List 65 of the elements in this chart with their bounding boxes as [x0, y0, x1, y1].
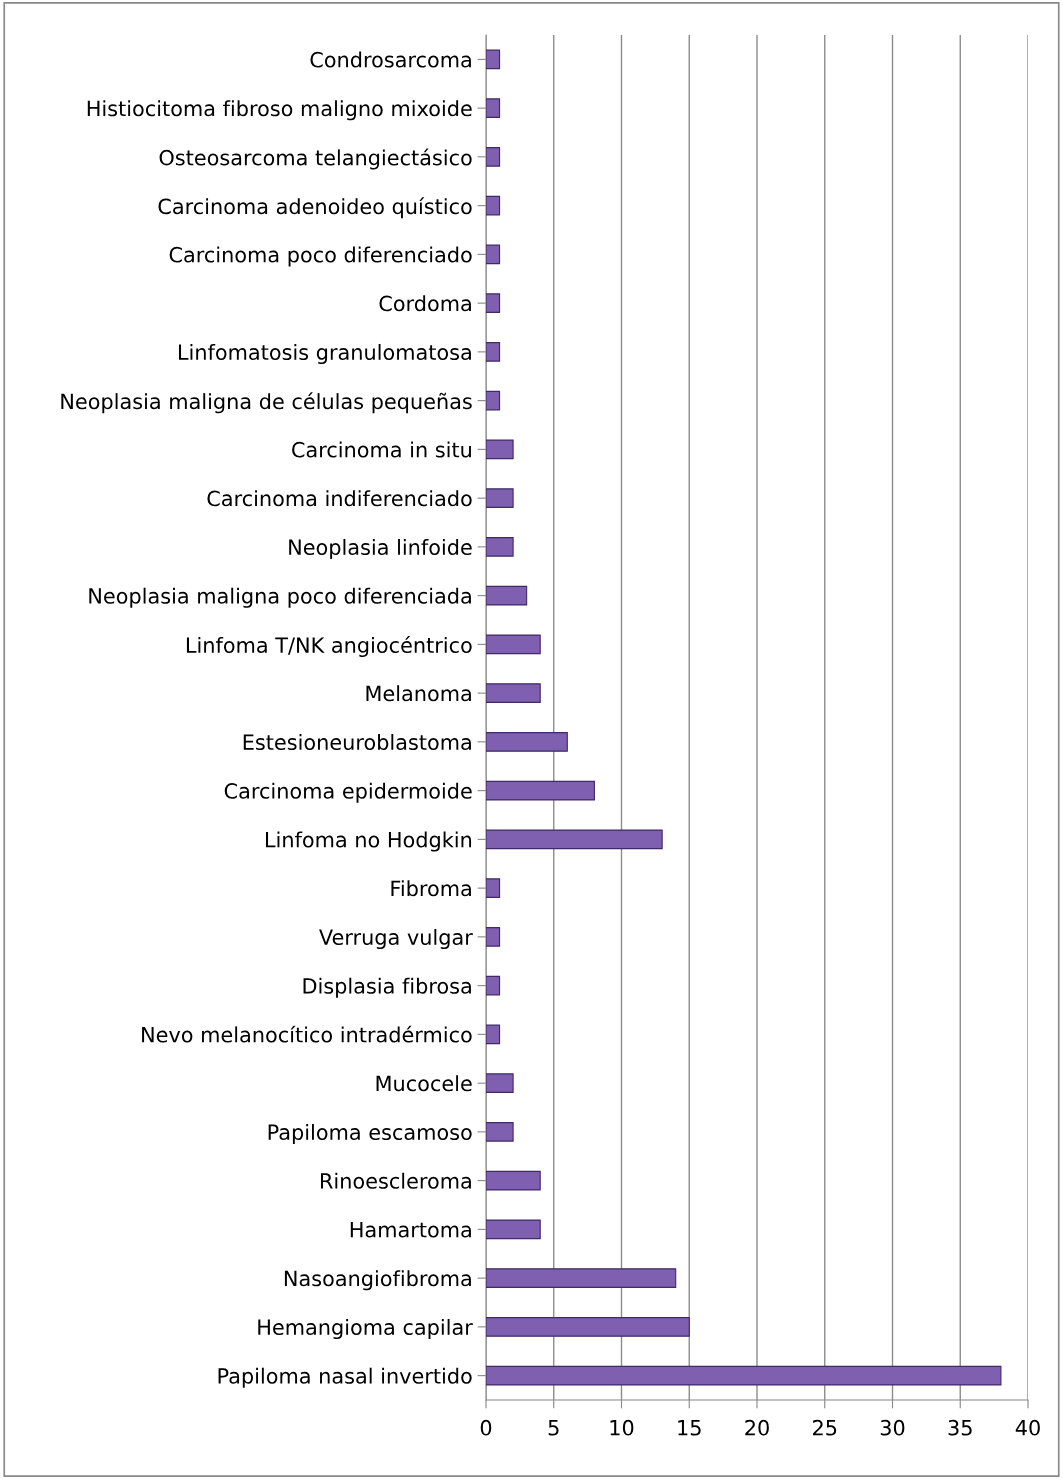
bar [486, 1268, 677, 1288]
y-tick-label: Nevo melanocítico intradérmico [142, 1025, 472, 1043]
y-tick-label: Osteosarcoma telangiectásico [159, 148, 472, 170]
y-tick-label: Papiloma escamoso [268, 1123, 472, 1145]
x-tick-label: 5 [548, 1420, 559, 1436]
bar [486, 342, 501, 362]
y-tick-label: Fibroma [391, 880, 471, 897]
x-tick-label: 20 [745, 1419, 769, 1436]
y-tick-label: Nasoangiofibroma [284, 1270, 471, 1291]
bar [486, 244, 501, 265]
bar [486, 195, 501, 216]
bar [486, 488, 514, 508]
bar [486, 49, 501, 70]
bar [486, 1073, 514, 1093]
bar [486, 537, 514, 557]
y-tick-label: Melanoma [366, 685, 471, 702]
bar [486, 878, 501, 898]
bar [486, 634, 541, 655]
bar [486, 683, 541, 703]
x-tick-label: 40 [1015, 1419, 1040, 1436]
y-tick-label: Linfoma T/NK angiocéntrico [186, 636, 472, 658]
bar [486, 975, 501, 996]
y-tick-label: Carcinoma adenoideo quístico [158, 197, 472, 219]
y-tick-label: Histiocitoma fibroso maligno mixoide [87, 100, 472, 121]
y-tick-label: Linfoma no Hodgkin [266, 831, 472, 852]
y-tick-label: Neoplasia maligna poco diferenciada [89, 587, 471, 608]
y-tick-label: Verruga vulgar [319, 928, 473, 950]
y-tick-label: Neoplasia linfoide [289, 538, 472, 560]
bar [486, 829, 663, 850]
bar [486, 1219, 541, 1240]
y-tick-label: Carcinoma epidermoide [224, 782, 472, 803]
bar [486, 1122, 514, 1142]
x-tick-label: 35 [948, 1419, 972, 1436]
bar [486, 1365, 1002, 1386]
bar [486, 98, 501, 118]
bar [486, 927, 501, 947]
bar [486, 439, 514, 460]
y-tick-label: Hamartoma [350, 1222, 471, 1238]
x-tick-label: 30 [880, 1419, 905, 1436]
bar [486, 147, 501, 167]
y-tick-label: Displasia fibrosa [303, 977, 471, 998]
x-tick-label: 25 [813, 1419, 837, 1436]
y-tick-label: Carcinoma in situ [292, 441, 471, 458]
x-tick-label: 15 [678, 1420, 701, 1436]
bar [486, 732, 568, 752]
bar [486, 585, 528, 606]
bar [486, 293, 501, 313]
y-tick-label: Carcinoma poco diferenciado [169, 246, 472, 267]
bar [486, 780, 595, 801]
bar [486, 1024, 501, 1045]
bar [486, 1317, 690, 1337]
y-tick-label: Condrosarcoma [310, 51, 471, 68]
y-tick-label: Mucocele [376, 1075, 472, 1092]
y-tick-label: Papiloma nasal invertido [218, 1367, 472, 1388]
bar [486, 390, 501, 411]
x-tick-label: 0 [480, 1419, 492, 1436]
y-tick-label: Cordoma [379, 295, 471, 312]
y-tick-label: Neoplasia maligna de células pequeñas [61, 392, 472, 414]
y-tick-label: Rinoescleroma [321, 1172, 471, 1189]
bar [486, 1170, 541, 1191]
x-tick-label: 10 [610, 1419, 634, 1436]
y-tick-label: Hemangioma capilar [258, 1318, 473, 1340]
y-tick-label: Linfomatosis granulomatosa [178, 343, 471, 365]
y-tick-label: Estesioneuroblastoma [243, 733, 471, 751]
y-tick-label: Carcinoma indiferenciado [207, 490, 472, 507]
